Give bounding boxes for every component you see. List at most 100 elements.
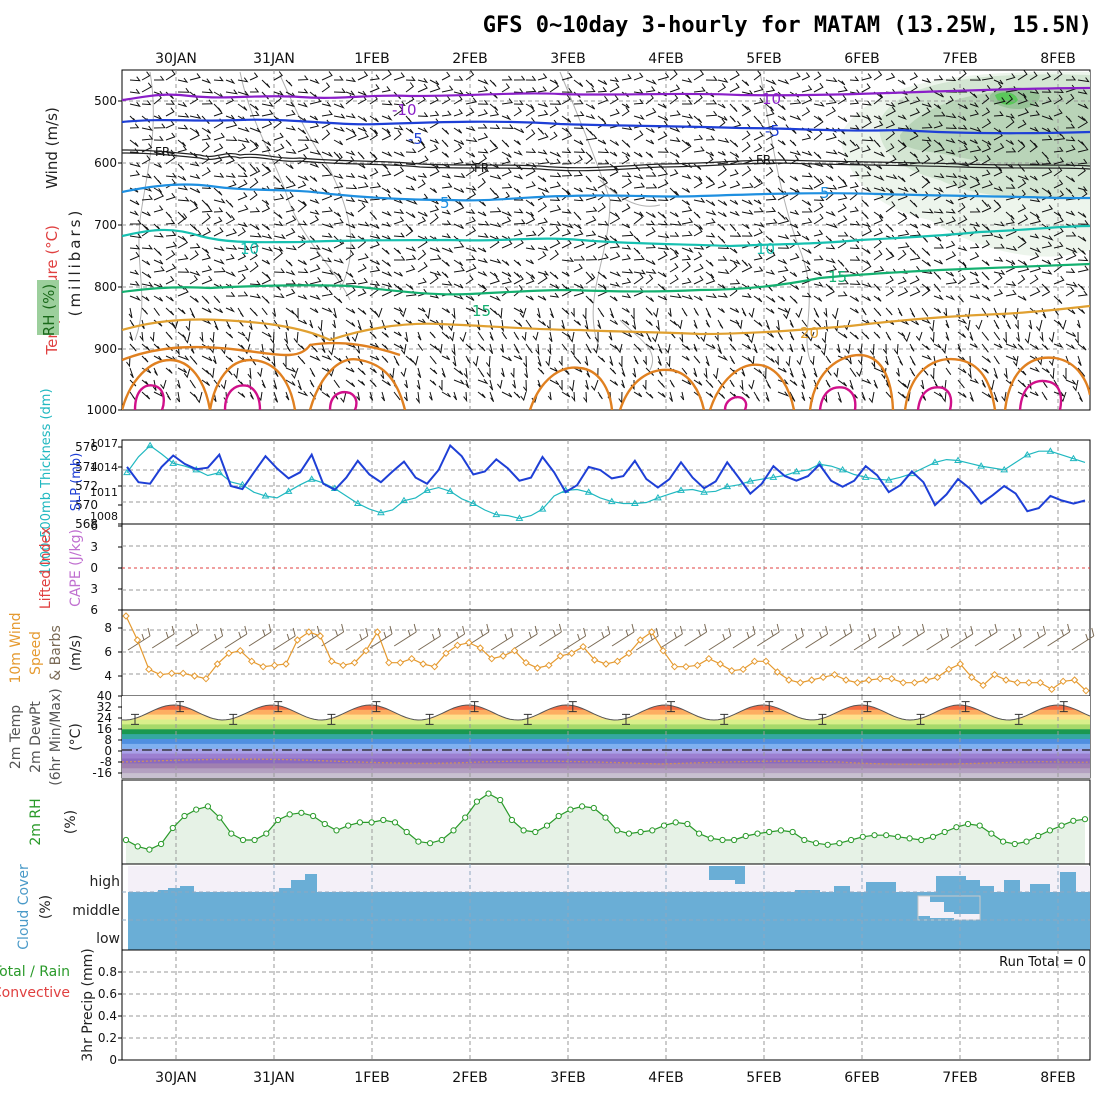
date-label-bottom: 2FEB xyxy=(452,1070,487,1086)
wind-barb xyxy=(369,234,381,240)
wind-barb xyxy=(945,295,956,301)
wind-barb xyxy=(717,180,727,189)
wind-barb xyxy=(1077,265,1089,273)
wind-barb xyxy=(909,199,918,208)
wind-barb xyxy=(201,88,214,94)
wind-barb xyxy=(849,280,861,286)
wind-barb xyxy=(717,307,725,314)
date-label-top: 31JAN xyxy=(253,51,295,67)
tick-label: 1000 xyxy=(86,403,117,417)
wind-barb xyxy=(897,96,910,105)
wind-barb xyxy=(220,379,227,390)
wind-barb xyxy=(741,231,753,237)
wind-barb xyxy=(909,247,917,255)
wind-barb xyxy=(189,229,202,237)
wind-barb xyxy=(885,223,894,232)
rh-point xyxy=(824,841,831,848)
wind-barb xyxy=(1053,211,1062,217)
tick-label: 1017 xyxy=(90,437,118,450)
wind-barb xyxy=(1029,160,1041,165)
wind-barb xyxy=(597,253,609,261)
wind-barb xyxy=(1041,287,1051,297)
wind-barb xyxy=(149,331,155,343)
wind-barb xyxy=(765,207,777,213)
wind-barb xyxy=(729,103,738,112)
wind-barb xyxy=(837,259,845,267)
wind-barb xyxy=(441,271,449,279)
wind-barb xyxy=(585,215,597,225)
wind-barb xyxy=(429,138,440,145)
wind-barb xyxy=(849,182,859,189)
wind-barb xyxy=(957,318,968,325)
wind-barb xyxy=(597,307,605,318)
wind-barb xyxy=(753,178,764,189)
wind-barb xyxy=(369,281,381,286)
wind-barb xyxy=(393,355,400,366)
date-label-top: 2FEB xyxy=(452,51,487,67)
wind-barb xyxy=(1017,204,1027,213)
wind-barb xyxy=(633,273,644,285)
wind-barb xyxy=(249,72,259,81)
wind-barb xyxy=(129,244,141,250)
wind-barb xyxy=(1003,331,1007,344)
wind-barb xyxy=(501,259,510,266)
wind-barb xyxy=(561,223,574,229)
wind-point xyxy=(408,654,416,663)
rh-point xyxy=(953,824,960,831)
wind-barb xyxy=(429,293,440,299)
wind-barb xyxy=(485,355,491,368)
wind-barb xyxy=(261,163,270,172)
wind-point xyxy=(1025,678,1033,687)
wind-barb xyxy=(681,139,690,147)
rh-point xyxy=(660,822,668,829)
wind-barb xyxy=(825,149,838,155)
wind-barb xyxy=(177,112,190,118)
wind-barb xyxy=(853,627,877,651)
wind-barb xyxy=(333,258,344,264)
wind-barb xyxy=(957,202,966,213)
rh-point xyxy=(579,803,586,810)
wind-barb xyxy=(921,136,932,142)
wind-barb xyxy=(621,331,633,338)
cloud-clear-areas xyxy=(128,866,1090,920)
rh-point xyxy=(1081,816,1089,823)
wind-barb xyxy=(681,174,692,180)
wind-barb xyxy=(885,174,898,180)
wind-barb xyxy=(585,271,594,281)
wind-barb xyxy=(321,206,333,213)
wind-barb xyxy=(561,190,570,201)
wind-barb xyxy=(225,291,236,297)
thickness-point xyxy=(400,496,408,504)
temp-whisker xyxy=(1014,713,1023,725)
wind-barb xyxy=(177,196,190,202)
rh-point xyxy=(941,828,948,836)
wind-barb xyxy=(547,391,552,401)
wind-barb xyxy=(189,250,199,261)
wind-barb xyxy=(825,211,836,217)
wind-barb xyxy=(957,103,968,110)
thickness-point xyxy=(469,499,478,506)
wind-barb xyxy=(249,163,258,173)
wind-barb xyxy=(569,379,575,392)
chart-title: GFS 0~10day 3-hourly for MATAM (13.25W, … xyxy=(483,13,1092,38)
wind-barb xyxy=(933,111,946,117)
wind-barb xyxy=(477,271,488,277)
wind-barb xyxy=(1017,295,1027,301)
rh-point xyxy=(789,828,796,836)
wind-barb xyxy=(285,148,297,154)
tick-label: 32 xyxy=(97,700,112,714)
tick-label: 572 xyxy=(75,479,98,493)
wind-barb xyxy=(705,379,714,388)
wind-barb xyxy=(189,113,202,119)
wind-barb xyxy=(667,307,672,317)
wind-barb xyxy=(357,198,369,204)
wind-barb xyxy=(1041,391,1048,401)
wind-barb xyxy=(513,163,523,171)
wind-barb xyxy=(1041,72,1051,81)
wind-barb xyxy=(682,99,693,105)
rh-point xyxy=(625,830,633,837)
wind-barb xyxy=(501,211,513,217)
wind-barb xyxy=(765,79,777,86)
wind-barb xyxy=(777,234,790,240)
wind-barb xyxy=(861,73,872,81)
